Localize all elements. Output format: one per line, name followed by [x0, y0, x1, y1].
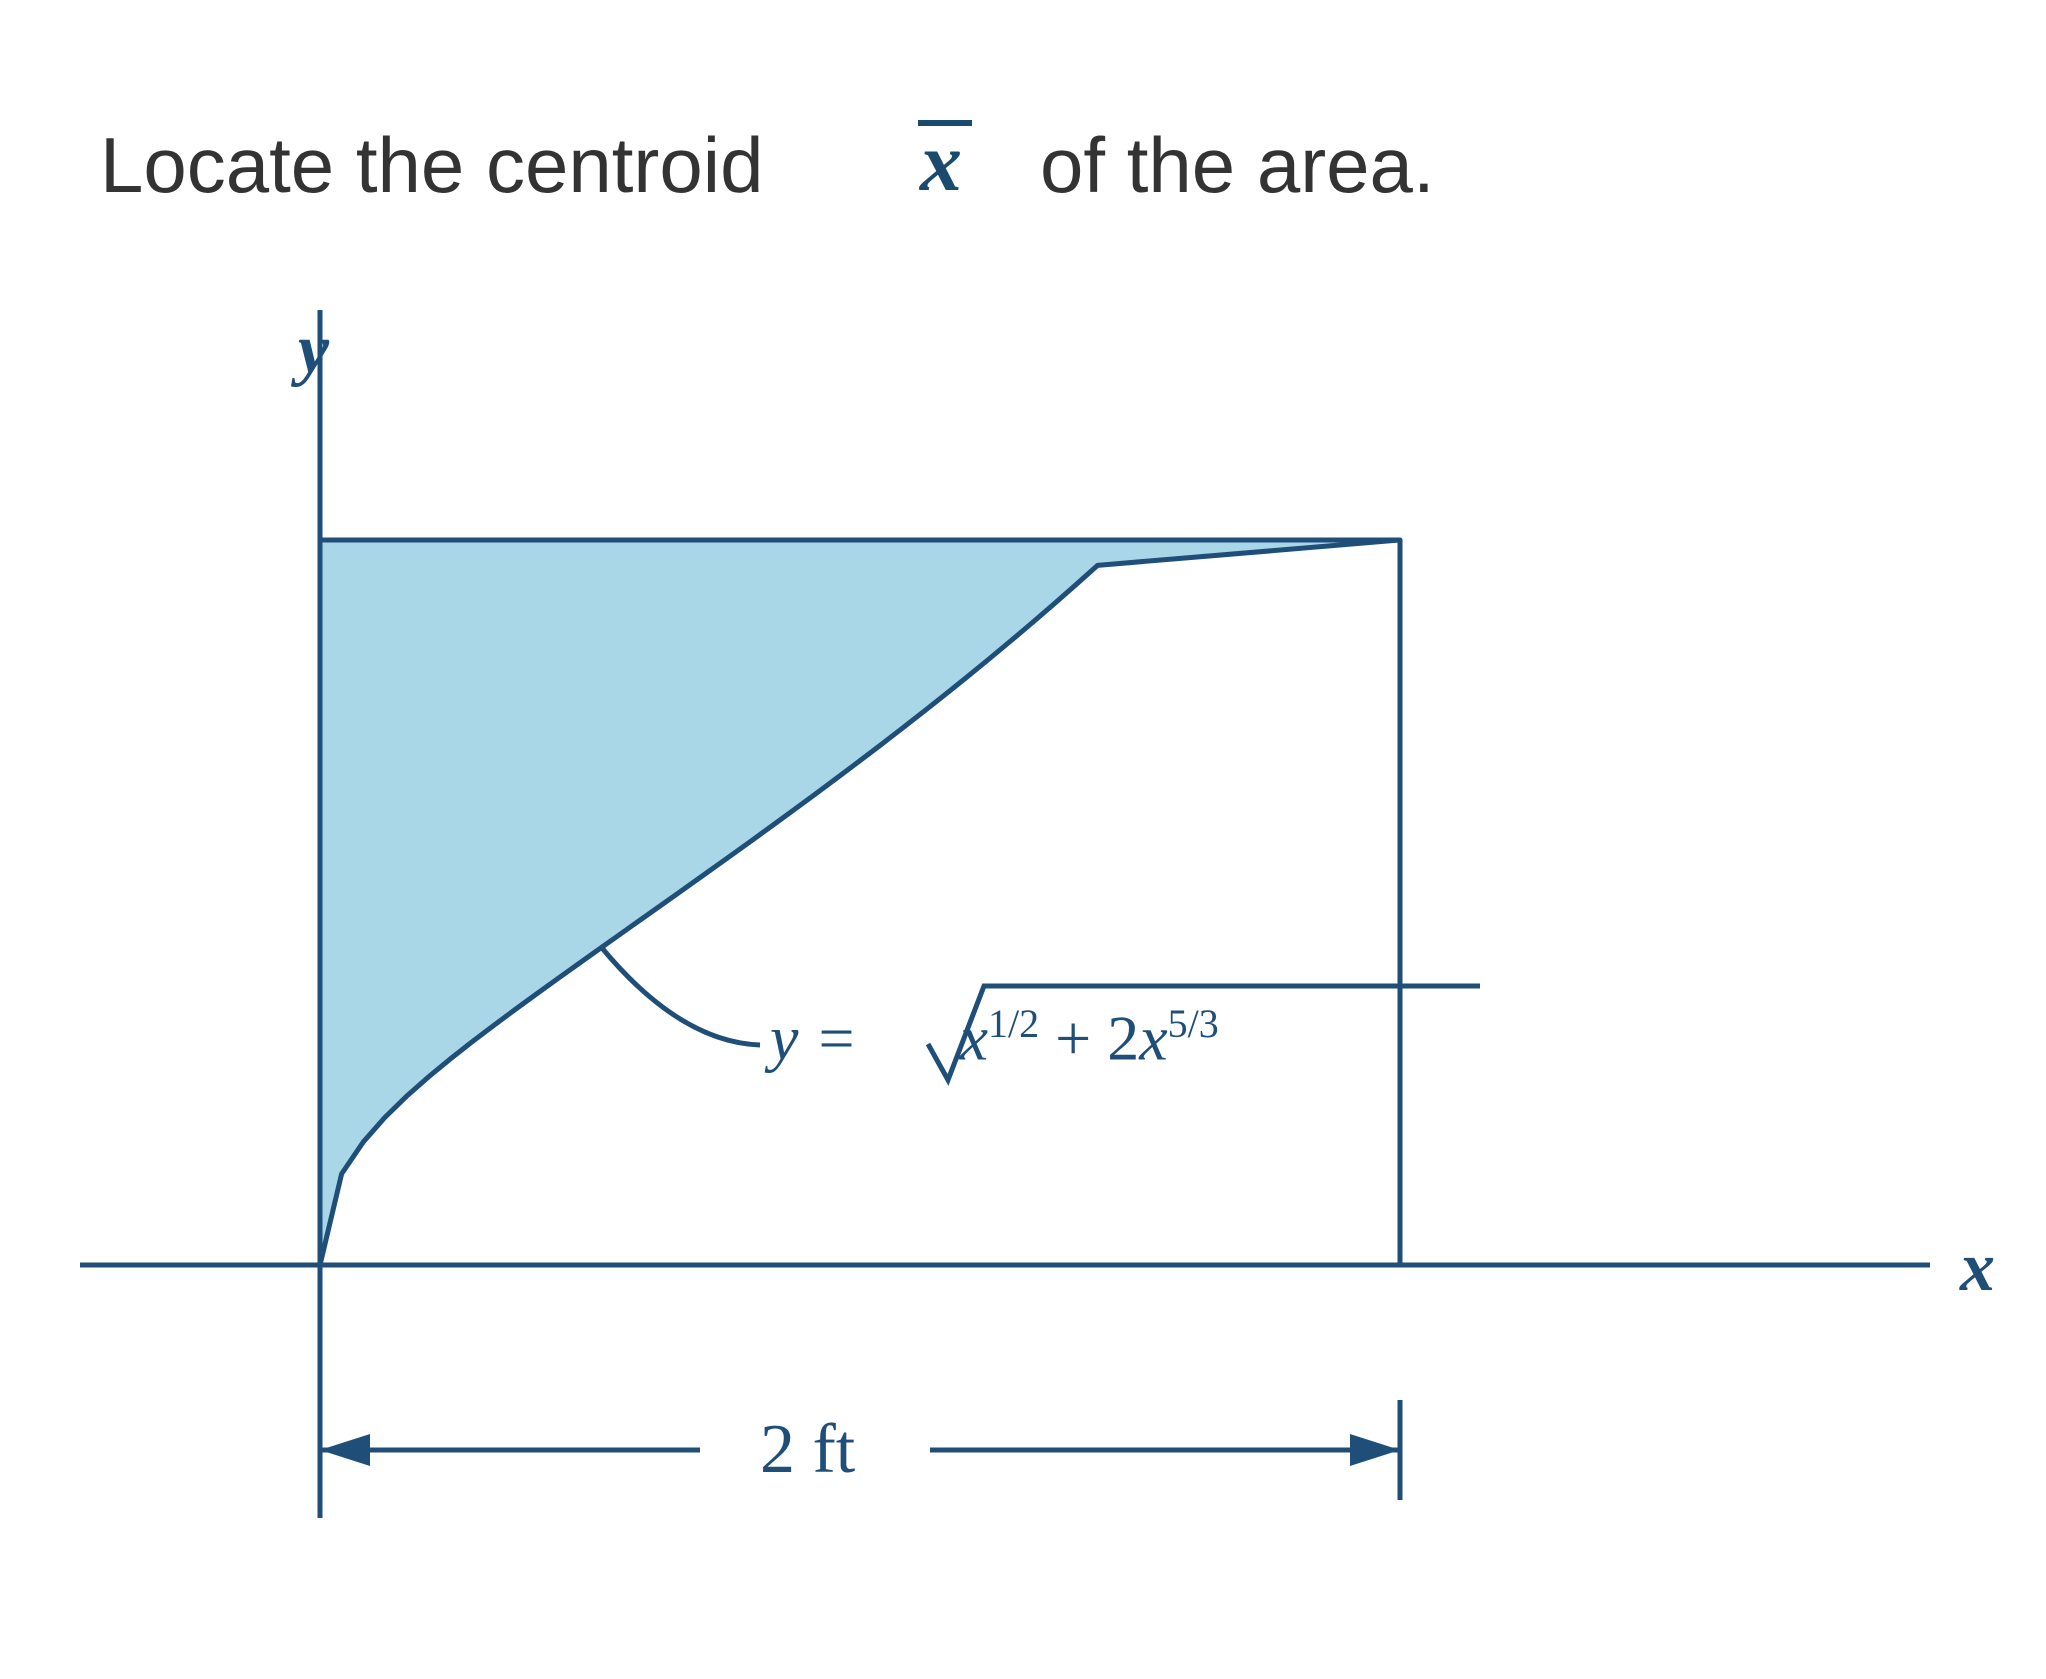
- shaded-region: [320, 540, 1400, 1265]
- eq-x2: x: [1139, 1002, 1167, 1073]
- y-axis-label: y: [298, 310, 329, 390]
- figure-svg: [0, 0, 2046, 1679]
- equation-label: y = x1/2 + 2x5/3: [770, 1000, 1219, 1075]
- eq-y: y =: [770, 1002, 874, 1073]
- x-axis-label: x: [1960, 1228, 1995, 1308]
- equation-callout: [602, 948, 760, 1045]
- eq-exp1: 1/2: [988, 1001, 1039, 1046]
- eq-exp2: 5/3: [1168, 1001, 1219, 1046]
- eq-x1: x: [960, 1002, 988, 1073]
- eq-plus: + 2: [1055, 1002, 1139, 1073]
- width-dimension-label: 2 ft: [760, 1410, 855, 1490]
- dim-arrow-right: [1350, 1434, 1400, 1466]
- diagram-canvas: Locate the centroid x of the area. y x: [0, 0, 2046, 1679]
- dim-arrow-left: [320, 1434, 370, 1466]
